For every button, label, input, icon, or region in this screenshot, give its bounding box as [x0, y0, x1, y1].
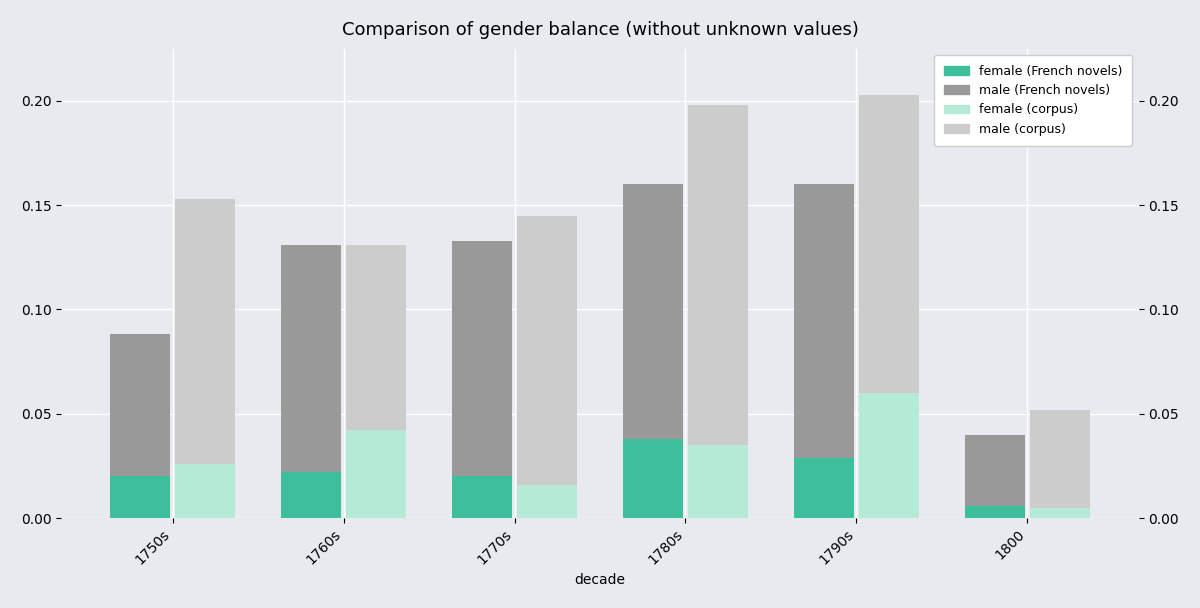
Bar: [517, 216, 577, 485]
Bar: [1030, 508, 1090, 518]
Bar: [859, 95, 919, 393]
Bar: [688, 445, 748, 518]
Bar: [175, 199, 235, 464]
Bar: [281, 245, 341, 472]
X-axis label: decade: decade: [575, 573, 625, 587]
Title: Comparison of gender balance (without unknown values): Comparison of gender balance (without un…: [342, 21, 858, 39]
Bar: [175, 464, 235, 518]
Bar: [452, 241, 512, 476]
Bar: [346, 245, 406, 430]
Bar: [281, 472, 341, 518]
Bar: [452, 476, 512, 518]
Bar: [965, 435, 1025, 505]
Legend: female (French novels), male (French novels), female (corpus), male (corpus): female (French novels), male (French nov…: [934, 55, 1133, 146]
Bar: [623, 439, 683, 518]
Bar: [794, 184, 854, 458]
Bar: [110, 334, 170, 476]
Bar: [688, 105, 748, 445]
Bar: [623, 184, 683, 439]
Bar: [794, 458, 854, 518]
Bar: [859, 393, 919, 518]
Bar: [517, 485, 577, 518]
Bar: [965, 505, 1025, 518]
Bar: [346, 430, 406, 518]
Bar: [1030, 410, 1090, 508]
Bar: [110, 476, 170, 518]
